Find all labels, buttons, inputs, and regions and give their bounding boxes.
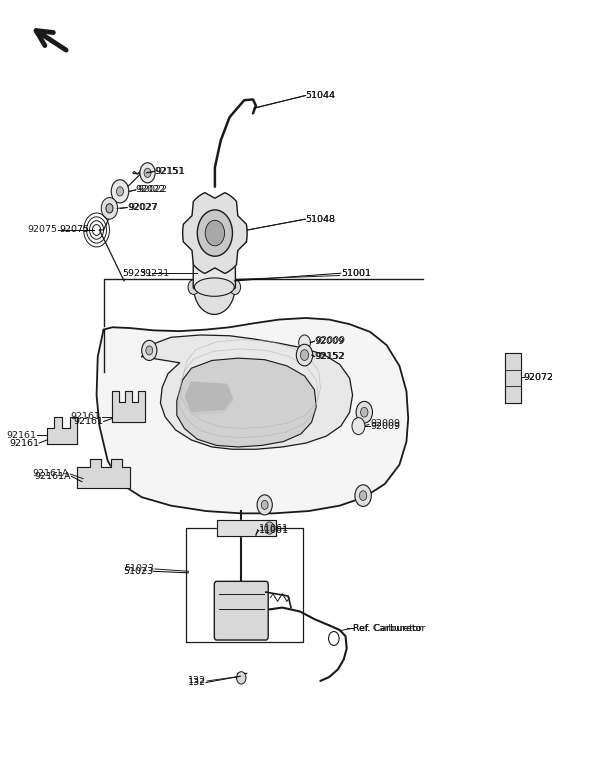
Circle shape <box>194 260 235 315</box>
Polygon shape <box>505 353 521 403</box>
Circle shape <box>203 211 226 240</box>
Circle shape <box>229 280 241 294</box>
Polygon shape <box>217 520 277 536</box>
Text: 92161: 92161 <box>9 439 39 448</box>
Circle shape <box>205 220 224 246</box>
Polygon shape <box>142 335 353 450</box>
Text: 92072: 92072 <box>524 373 554 382</box>
Circle shape <box>257 495 272 515</box>
Text: 51048: 51048 <box>306 215 336 224</box>
Polygon shape <box>177 358 316 447</box>
Text: 92151: 92151 <box>155 167 185 176</box>
Text: 92072: 92072 <box>524 373 554 382</box>
Circle shape <box>140 163 155 183</box>
Text: 92161: 92161 <box>71 412 101 422</box>
Text: 59231: 59231 <box>122 269 152 277</box>
Polygon shape <box>77 459 130 488</box>
Circle shape <box>359 491 367 501</box>
Text: 51023: 51023 <box>123 567 154 576</box>
Circle shape <box>356 401 373 423</box>
Text: 92152: 92152 <box>316 352 346 361</box>
Text: 51001: 51001 <box>341 269 371 277</box>
Text: 92152: 92152 <box>314 352 344 361</box>
Text: 11061: 11061 <box>259 524 289 532</box>
Text: 59231: 59231 <box>140 269 170 277</box>
Text: 92009: 92009 <box>370 422 400 431</box>
Text: Ref. Carburetor: Ref. Carburetor <box>353 624 425 633</box>
Circle shape <box>116 187 124 196</box>
Text: 92022: 92022 <box>136 185 166 195</box>
Circle shape <box>265 522 274 534</box>
Polygon shape <box>47 417 77 444</box>
Circle shape <box>361 408 368 417</box>
Ellipse shape <box>194 216 234 235</box>
Text: 51001: 51001 <box>341 269 371 277</box>
Text: 92161A: 92161A <box>32 470 69 478</box>
Text: 92009: 92009 <box>370 419 400 429</box>
Circle shape <box>352 418 365 435</box>
Circle shape <box>188 280 199 294</box>
Text: 132: 132 <box>188 678 206 687</box>
Circle shape <box>101 198 118 219</box>
Text: 51044: 51044 <box>306 91 336 100</box>
Circle shape <box>111 180 129 203</box>
Text: 92161: 92161 <box>6 431 36 440</box>
Text: 92075: 92075 <box>59 226 89 235</box>
Circle shape <box>296 344 313 366</box>
Polygon shape <box>112 391 145 422</box>
Text: 92009: 92009 <box>316 336 346 345</box>
FancyBboxPatch shape <box>214 581 268 640</box>
Text: 92027: 92027 <box>127 203 157 212</box>
Text: MSP MOTORCYCLE
SPARE PARTS: MSP MOTORCYCLE SPARE PARTS <box>187 392 295 417</box>
FancyBboxPatch shape <box>193 224 235 288</box>
Text: Ref. Carburetor: Ref. Carburetor <box>353 624 421 633</box>
Polygon shape <box>182 193 247 274</box>
Circle shape <box>261 501 268 509</box>
Text: 92151: 92151 <box>156 167 186 176</box>
Text: 132: 132 <box>188 677 206 685</box>
Polygon shape <box>97 318 408 513</box>
Text: 11061: 11061 <box>259 526 289 535</box>
Circle shape <box>106 204 113 213</box>
Text: 92161: 92161 <box>74 417 104 426</box>
Text: 51023: 51023 <box>124 564 154 573</box>
Circle shape <box>197 210 232 257</box>
Polygon shape <box>185 385 232 415</box>
Text: 92075: 92075 <box>28 226 58 235</box>
Ellipse shape <box>194 278 234 296</box>
Text: 92161A: 92161A <box>35 472 71 480</box>
Text: 92009: 92009 <box>314 336 344 346</box>
Circle shape <box>301 350 308 360</box>
Circle shape <box>355 485 371 506</box>
Text: 51044: 51044 <box>306 91 336 100</box>
Circle shape <box>146 346 153 355</box>
Text: 92027: 92027 <box>128 203 158 212</box>
Text: 92022: 92022 <box>137 185 167 195</box>
Circle shape <box>236 672 246 684</box>
Polygon shape <box>185 382 232 412</box>
Text: 51048: 51048 <box>306 215 336 224</box>
Circle shape <box>299 335 310 350</box>
Circle shape <box>144 168 151 177</box>
Circle shape <box>142 340 157 360</box>
